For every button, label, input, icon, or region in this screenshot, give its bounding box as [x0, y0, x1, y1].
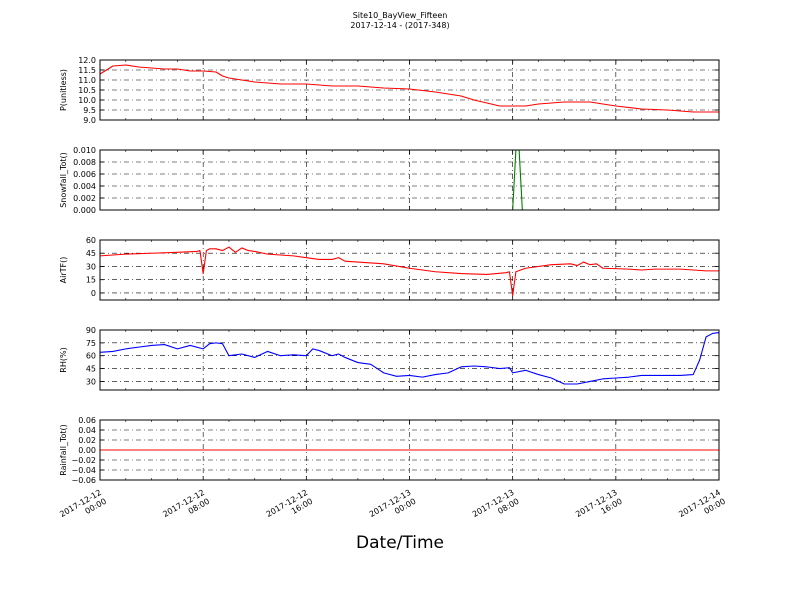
y-tick-label: 0.02	[78, 436, 96, 445]
y-tick-label: 10.5	[78, 86, 96, 95]
panel-3: 60 45 30 15 0 AirTF()	[59, 236, 720, 301]
y-axis-label: P(unitless)	[59, 69, 68, 111]
axes-frame	[99, 239, 720, 301]
axes-frame	[99, 59, 720, 121]
y-tick-label: 0.008	[73, 158, 96, 167]
y-tick-label: 12.0	[78, 56, 96, 65]
x-tick-label: 2017-12-1308:00	[471, 488, 521, 528]
y-tick-label: 0.00	[78, 446, 96, 455]
axes-frame	[99, 419, 720, 481]
y-tick-label: 45	[86, 365, 96, 374]
series-line	[99, 246, 719, 297]
y-tick-label: 15	[86, 276, 96, 285]
y-axis-label: RH(%)	[59, 347, 68, 372]
y-tick-label: 75	[86, 339, 96, 348]
chart-subtitle: 2017-12-14 - (2017-348)	[350, 21, 450, 30]
y-axis-label: Snowfall_Tot()	[59, 152, 68, 208]
y-tick-label: 0	[91, 289, 96, 298]
y-tick-label: 60	[86, 236, 96, 245]
axes-frame	[99, 149, 720, 211]
x-axis-label: Date/Time	[356, 533, 444, 553]
x-tick-label: 2017-12-1216:00	[265, 488, 315, 528]
y-tick-label: 30	[86, 377, 96, 386]
y-tick-label: 45	[86, 249, 96, 258]
x-tick-label: 2017-12-1300:00	[368, 488, 418, 528]
y-tick-label: 0.06	[78, 416, 96, 425]
y-tick-label: 60	[86, 352, 96, 361]
y-tick-label: 0.004	[73, 182, 96, 191]
y-tick-label: 0.002	[73, 194, 96, 203]
panel-4: 90 75 60 45 30 RH(%)	[59, 326, 720, 391]
y-axis-label: AirTF()	[59, 257, 68, 284]
panel-5: 0.060.040.020.00−0.02−0.04−0.06Rainfall_…	[59, 416, 720, 485]
panel-2: 0.010 0.008 0.006 0.004 0.002 0.000 Snowfall_T…	[59, 146, 720, 215]
y-tick-label: −0.02	[71, 456, 96, 465]
series-line	[99, 64, 719, 113]
y-tick-label: 9.5	[83, 106, 96, 115]
y-tick-label: 30	[86, 262, 96, 271]
y-tick-label: 0.04	[78, 426, 96, 435]
y-tick-label: 0.006	[73, 170, 96, 179]
x-tick-label: 2017-12-1200:00	[58, 488, 108, 528]
y-tick-label: −0.06	[71, 476, 96, 485]
y-tick-label: 0.010	[73, 146, 96, 155]
y-tick-label: 90	[86, 326, 96, 335]
y-axis-label: Rainfall_Tot()	[59, 424, 68, 476]
y-tick-label: 11.0	[78, 76, 96, 85]
y-tick-label: 10.0	[78, 96, 96, 105]
x-tick-label: 2017-12-1400:00	[677, 488, 727, 528]
series-line	[99, 332, 720, 385]
x-tick-label: 2017-12-1316:00	[574, 488, 624, 528]
x-tick-label: 2017-12-1208:00	[161, 488, 211, 528]
y-tick-label: 11.5	[78, 66, 96, 75]
panel-1: 12.011.511.010.510.09.59.0 P(unitless)	[59, 56, 720, 125]
y-tick-label: −0.04	[71, 466, 96, 475]
chart-title: Site10_BayView_Fifteen	[352, 11, 448, 20]
axes-frame	[99, 329, 720, 391]
y-tick-label: 0.000	[73, 206, 96, 215]
y-tick-label: 9.0	[83, 116, 96, 125]
